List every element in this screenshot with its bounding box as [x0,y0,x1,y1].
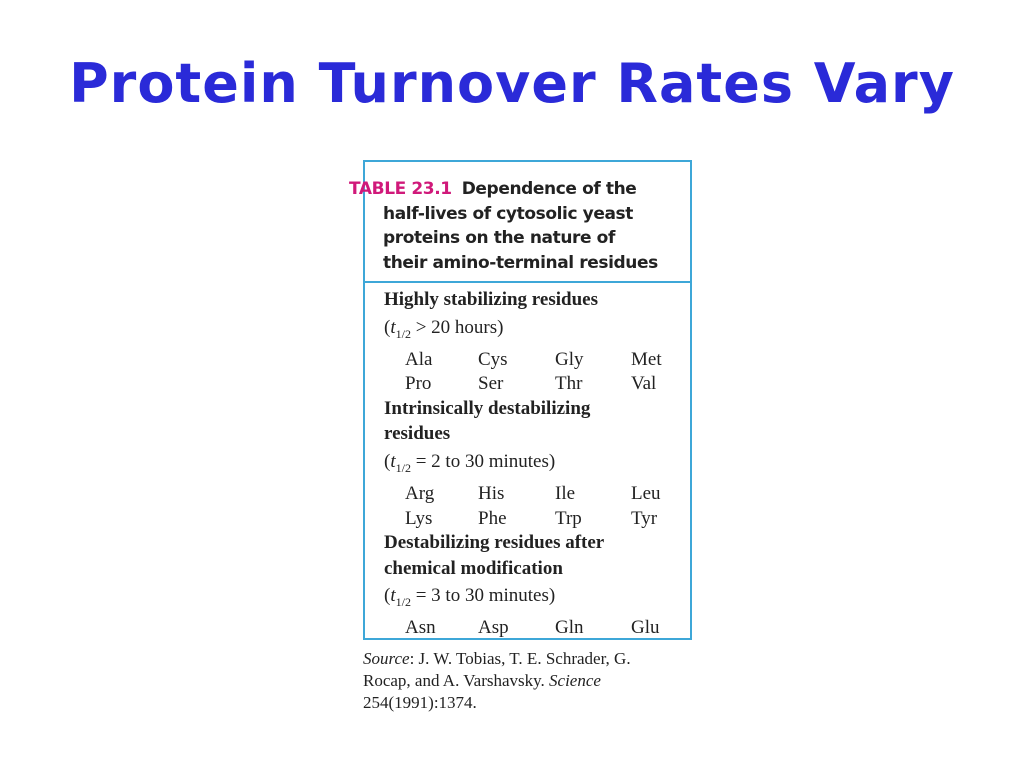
half-life: (t1/2 = 2 to 30 minutes) [384,449,684,481]
residue-row: Lys Phe Trp Tyr [384,506,684,531]
residue: Tyr [631,507,658,529]
residue-row: Ala Cys Gly Met [384,347,684,372]
half-life-subscript: 1/2 [395,326,411,341]
table-divider [363,281,690,283]
residue: Ile [555,483,576,505]
half-life-condition: = 3 to 30 minutes) [415,585,556,607]
group-heading: Intrinsically destabilizing residues [384,397,591,445]
half-life-subscript: 1/2 [395,460,411,475]
residue: Gln [555,617,584,639]
residue: Leu [631,483,661,505]
source-label: Source [363,649,410,668]
table-body: Highly stabilizing residues (t1/2 > 20 ho… [384,287,684,640]
half-life-condition: > 20 hours) [415,316,504,338]
residue-row: Arg His Ile Leu [384,481,684,506]
source-note: Source: J. W. Tobias, T. E. Schrader, G.… [363,648,673,714]
group-heading: Destabilizing residues after chemical mo… [384,532,604,579]
residue: Ser [478,373,504,395]
group-heading: Highly stabilizing residues [384,289,598,310]
residue: Phe [478,507,507,529]
half-life-prefix: ( [384,450,391,472]
residue: Pro [405,373,432,395]
residue: Cys [478,348,508,370]
residue: Trp [555,507,582,529]
residue: Ala [405,348,433,370]
residue: Asp [478,617,509,639]
residue-row: Asn Asp Gln Glu [384,615,684,640]
half-life-symbol: t [390,450,396,472]
table-frame [363,160,692,640]
half-life-symbol: t [390,316,396,338]
residue: Glu [631,617,660,639]
residue: Val [631,373,657,395]
source-authors: : J. W. Tobias, T. E. Schrader, G. Rocap… [363,649,631,690]
slide-title: Protein Turnover Rates Vary [69,52,955,115]
half-life-prefix: ( [384,316,391,338]
table-caption: Dependence of the half-lives of cytosoli… [383,179,658,273]
half-life: (t1/2 = 3 to 30 minutes) [384,583,684,615]
residue: Asn [405,617,436,639]
half-life: (t1/2 > 20 hours) [384,315,684,347]
residue: Met [631,348,662,370]
table-caption-block: TABLE 23.1 Dependence of the half-lives o… [349,177,663,275]
residue-row: Pro Ser Thr Val [384,371,684,396]
residue: Lys [405,507,433,529]
residue: Arg [405,483,435,505]
residue: Thr [555,373,583,395]
source-journal: Science [549,671,601,690]
half-life-subscript: 1/2 [395,594,411,609]
residue: Gly [555,348,584,370]
table-label: TABLE 23.1 [349,179,452,199]
half-life-condition: = 2 to 30 minutes) [415,450,556,472]
half-life-symbol: t [390,585,396,607]
residue: His [478,483,505,505]
half-life-prefix: ( [384,585,391,607]
source-citation: 254(1991):1374. [363,693,477,712]
